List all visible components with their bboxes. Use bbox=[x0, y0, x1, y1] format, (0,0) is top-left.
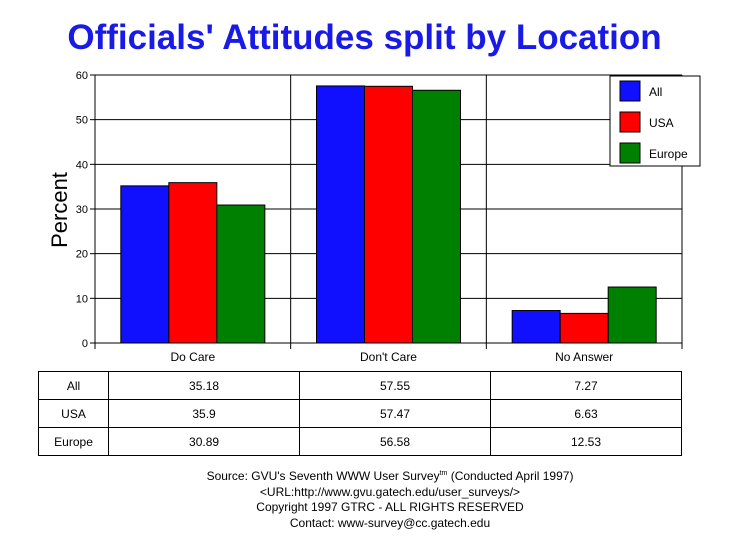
table-cell: 57.47 bbox=[299, 399, 491, 428]
chart-title: Officials' Attitudes split by Location bbox=[67, 18, 662, 57]
legend: All USA Europe bbox=[609, 75, 701, 167]
contact: Contact: www-survey@cc.gatech.edu bbox=[289, 515, 491, 530]
x-tick-label: Don't Care bbox=[360, 350, 417, 364]
table-row: Europe 30.89 56.58 12.53 bbox=[37, 427, 683, 456]
bar-all-no-answer bbox=[511, 310, 561, 344]
bar-europe-do-care bbox=[216, 204, 266, 344]
source-tm: tm bbox=[439, 470, 448, 477]
table-row-label: All bbox=[37, 371, 110, 400]
bars bbox=[120, 85, 657, 344]
bar-usa-do-care bbox=[168, 182, 218, 344]
table-cell: 35.9 bbox=[108, 399, 301, 428]
table-row: USA 35.9 57.47 6.63 bbox=[37, 399, 683, 428]
copyright: Copyright 1997 GTRC - ALL RIGHTS RESERVE… bbox=[256, 500, 524, 514]
table-cell: 56.58 bbox=[299, 427, 491, 456]
table-cell: 12.53 bbox=[489, 427, 683, 456]
footer: Source: GVU's Seventh WWW User Surveytm … bbox=[190, 466, 590, 531]
source-prefix: Source: GVU's Seventh WWW User Survey bbox=[206, 469, 440, 483]
y-tick-label: 0 bbox=[82, 338, 88, 350]
table-row-label: USA bbox=[37, 399, 110, 428]
table-cell: 35.18 bbox=[108, 371, 301, 400]
table-row: All 35.18 57.55 7.27 bbox=[37, 371, 683, 400]
bar-europe-don-t-care bbox=[412, 89, 461, 344]
bar-usa-no-answer bbox=[559, 312, 609, 344]
table-cell: 7.27 bbox=[489, 371, 683, 400]
y-tick-label: 40 bbox=[76, 159, 88, 171]
axes: 0 10 20 30 40 50 60 Do Care Don't Care No Answer bbox=[76, 70, 683, 364]
legend-label-usa: USA bbox=[649, 116, 674, 130]
bar-usa-don-t-care bbox=[364, 85, 413, 344]
y-tick-label: 30 bbox=[76, 204, 88, 216]
bar-all-don-t-care bbox=[316, 85, 365, 344]
source-url: <URL:http://www.gvu.gatech.edu/user_surv… bbox=[259, 484, 521, 499]
legend-swatch-all bbox=[619, 80, 641, 102]
legend-swatch-usa bbox=[619, 111, 641, 133]
table-cell: 57.55 bbox=[299, 371, 491, 400]
bar-europe-no-answer bbox=[607, 286, 657, 344]
legend-label-all: All bbox=[649, 85, 662, 99]
table-cell: 6.63 bbox=[489, 399, 683, 428]
y-tick-label: 60 bbox=[76, 70, 88, 82]
table-cell: 30.89 bbox=[108, 427, 301, 456]
source-line: Source: GVU's Seventh WWW User Surveytm … bbox=[190, 466, 590, 485]
x-tick-label: No Answer bbox=[555, 350, 613, 364]
bar-all-do-care bbox=[120, 185, 170, 344]
legend-swatch-europe bbox=[619, 142, 641, 164]
data-table: All 35.18 57.55 7.27 USA 35.9 57.47 6.63 Europe 3… bbox=[37, 371, 683, 456]
y-axis-label: Percent bbox=[47, 172, 72, 248]
table-row-label: Europe bbox=[37, 427, 110, 456]
source-suffix: (Conducted April 1997) bbox=[447, 469, 574, 483]
legend-label-europe: Europe bbox=[649, 147, 688, 161]
x-tick-label: Do Care bbox=[170, 350, 215, 364]
y-tick-label: 20 bbox=[76, 249, 88, 261]
y-tick-label: 10 bbox=[76, 293, 88, 305]
y-tick-label: 50 bbox=[76, 115, 88, 127]
